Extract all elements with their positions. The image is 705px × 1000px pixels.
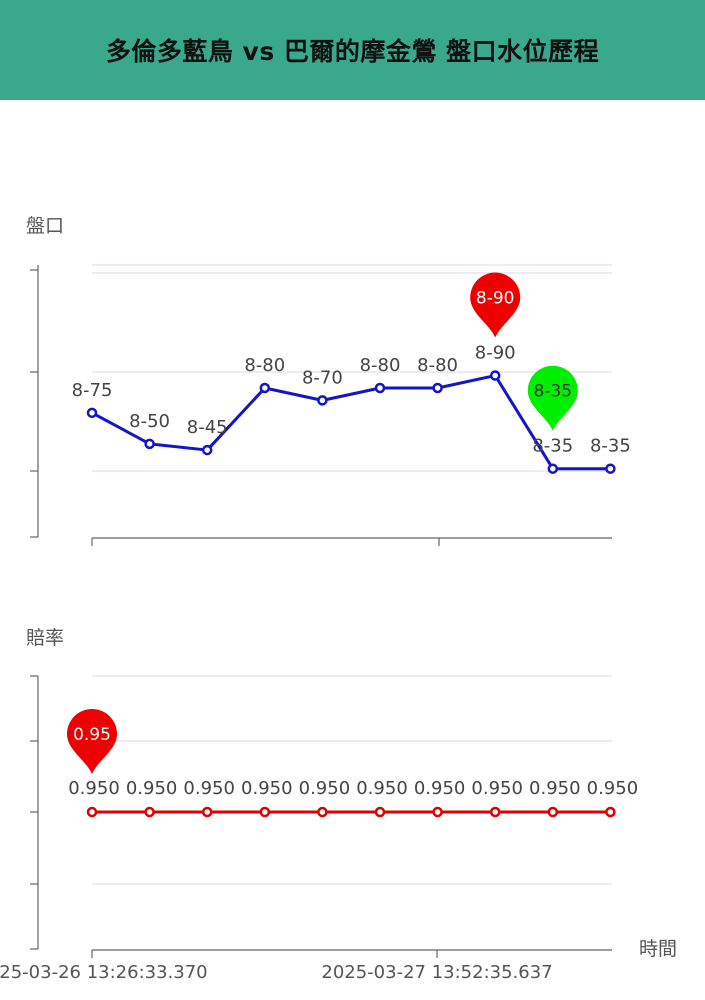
odds-point	[605, 806, 616, 818]
x-tick-label: 2025-03-27 13:52:35.637	[321, 962, 552, 983]
max-marker-pin	[67, 709, 117, 774]
odds-data-label: 0.950	[529, 778, 581, 799]
handicap-data-label: 8-50	[129, 411, 170, 432]
handicap-point	[86, 407, 98, 419]
odds-data-label: 0.950	[299, 778, 351, 799]
odds-point	[374, 806, 386, 818]
min-marker-label: 8-35	[534, 382, 573, 402]
odds-data-label: 0.950	[68, 778, 120, 799]
handicap-point	[432, 382, 443, 394]
handicap-data-label: 8-90	[475, 343, 516, 364]
y-axis-label: 盤口	[26, 215, 64, 237]
min-marker-pin	[527, 365, 578, 431]
odds-point	[259, 806, 271, 818]
odds-data-label: 0.950	[471, 778, 523, 799]
odds-point	[547, 806, 559, 818]
x-axis-label: 時間	[639, 938, 677, 960]
max-marker-label: 8-90	[476, 289, 515, 309]
odds-point	[86, 806, 98, 818]
handicap-point	[259, 382, 271, 394]
odds-data-label: 0.950	[414, 778, 466, 799]
odds-data-label: 0.950	[356, 778, 408, 799]
handicap-point	[201, 444, 213, 456]
handicap-data-label: 8-80	[417, 355, 458, 376]
odds-point	[317, 806, 328, 818]
odds-data-label: 0.950	[587, 778, 639, 799]
odds-data-label: 0.950	[183, 778, 235, 799]
handicap-data-label: 8-80	[244, 355, 285, 376]
handicap-series-line	[91, 374, 611, 471]
odds-data-label: 0.950	[241, 778, 293, 799]
page-title: 多倫多藍鳥 vs 巴爾的摩金鶯 盤口水位歷程	[105, 37, 600, 66]
y-axis-label: 賠率	[26, 627, 64, 649]
handicap-point	[489, 370, 501, 381]
handicap-point	[547, 463, 559, 474]
handicap-data-label: 8-70	[302, 367, 343, 388]
handicap-data-label: 8-75	[72, 380, 113, 401]
handicap-chart: 盤口 8-75 8-50 8-45 8-80 8-70 8-80 8-80 8-90 8-35 8-…	[26, 215, 631, 546]
max-marker-pin	[470, 272, 521, 338]
handicap-point	[144, 438, 155, 450]
handicap-point	[317, 395, 328, 406]
page-header: 多倫多藍鳥 vs 巴爾的摩金鶯 盤口水位歷程	[0, 0, 705, 100]
handicap-data-label: 8-45	[187, 417, 228, 438]
handicap-data-label: 8-35	[590, 436, 631, 457]
handicap-point	[605, 463, 616, 474]
odds-point	[201, 806, 213, 818]
handicap-point	[374, 382, 386, 394]
max-marker-label: 0.95	[73, 725, 111, 745]
handicap-data-label: 8-80	[360, 355, 401, 376]
handicap-data-label: 8-35	[532, 436, 573, 457]
odds-point	[489, 806, 501, 818]
x-tick-label: 2025-03-26 13:26:33.370	[0, 962, 208, 983]
odds-point	[144, 806, 155, 818]
odds-point	[432, 806, 443, 818]
odds-data-label: 0.950	[126, 778, 178, 799]
